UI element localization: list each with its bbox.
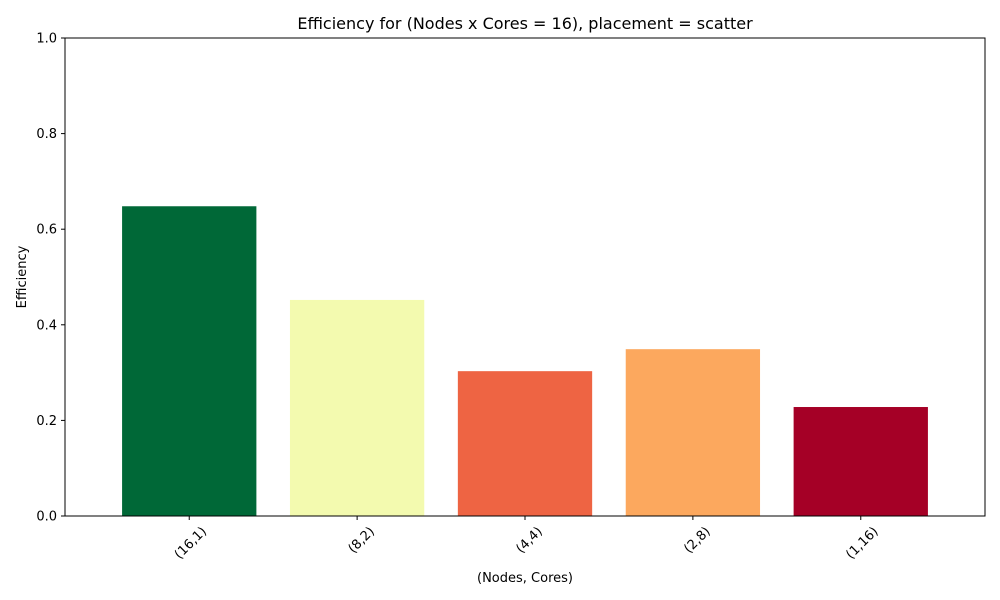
y-axis-ticks: 0.0 0.2 0.4 0.6 0.8 1.0 [36,32,65,525]
y-tick-label: 0.0 [36,510,57,525]
bar-3 [625,349,761,516]
y-axis-label: Efficiency [15,245,30,308]
x-tick-label: (16,1) [172,524,210,562]
x-tick-label: (8,2) [346,524,378,556]
bars-group [122,206,928,517]
x-tick-label: (1,16) [843,524,881,562]
y-tick-label: 0.8 [36,127,57,142]
bar-0 [122,206,257,517]
x-tick-label: (4,4) [513,524,545,556]
y-tick-label: 0.4 [36,318,57,333]
bar-1 [289,299,425,516]
y-tick-label: 0.6 [36,223,57,238]
x-axis-label: (Nodes, Cores) [477,571,573,586]
bar-4 [793,407,928,516]
chart-title: Efficiency for (Nodes x Cores = 16), pla… [297,14,753,33]
y-tick-label: 0.2 [36,414,57,429]
x-axis-ticks: (16,1) (8,2) (4,4) (2,8) (1,16) [172,516,882,562]
y-tick-label: 1.0 [36,32,57,47]
x-tick-label: (2,8) [681,524,713,556]
bar-2 [457,371,593,516]
